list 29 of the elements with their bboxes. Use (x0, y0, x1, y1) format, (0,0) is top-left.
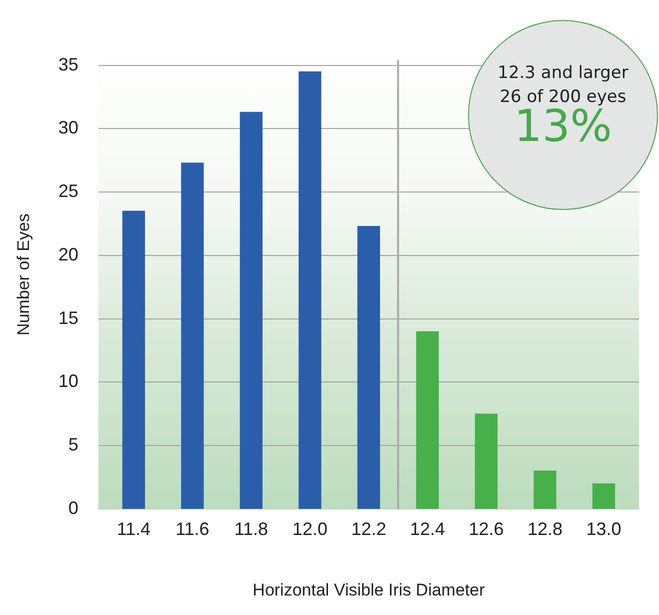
x-axis-title: Horizontal Visible Iris Diameter (252, 580, 486, 600)
y-axis-title: Number of Eyes (14, 214, 33, 336)
x-tick-label: 11.6 (176, 518, 210, 539)
y-tick-label: 5 (68, 434, 78, 455)
bar (357, 226, 380, 509)
y-tick-label: 10 (58, 371, 78, 392)
bar (592, 483, 616, 509)
x-tick-label: 12.2 (351, 518, 386, 539)
x-tick-label: 12.0 (292, 518, 328, 539)
annotation: 12.3 and larger (496, 62, 630, 85)
x-tick-label: 11.4 (116, 518, 151, 539)
bar (474, 414, 498, 509)
bar (534, 470, 556, 509)
y-tick-label: 20 (58, 244, 78, 264)
bar (240, 112, 263, 509)
x-tick-label: 12.8 (527, 518, 563, 539)
y-tick-label: 35 (58, 54, 78, 74)
bar (181, 162, 204, 509)
bar (122, 210, 146, 509)
x-tick-label: 12.4 (410, 518, 445, 539)
x-tick-label: 13.0 (586, 518, 622, 539)
y-tick-label: 30 (58, 118, 78, 138)
x-tick-label: 12.6 (468, 518, 504, 539)
y-tick-label: 25 (58, 181, 78, 202)
bar (416, 331, 439, 509)
x-tick-label: 11.8 (234, 518, 268, 539)
y-tick-label: 0 (68, 498, 78, 518)
y-tick-label: 15 (58, 308, 78, 328)
bar (298, 71, 322, 509)
